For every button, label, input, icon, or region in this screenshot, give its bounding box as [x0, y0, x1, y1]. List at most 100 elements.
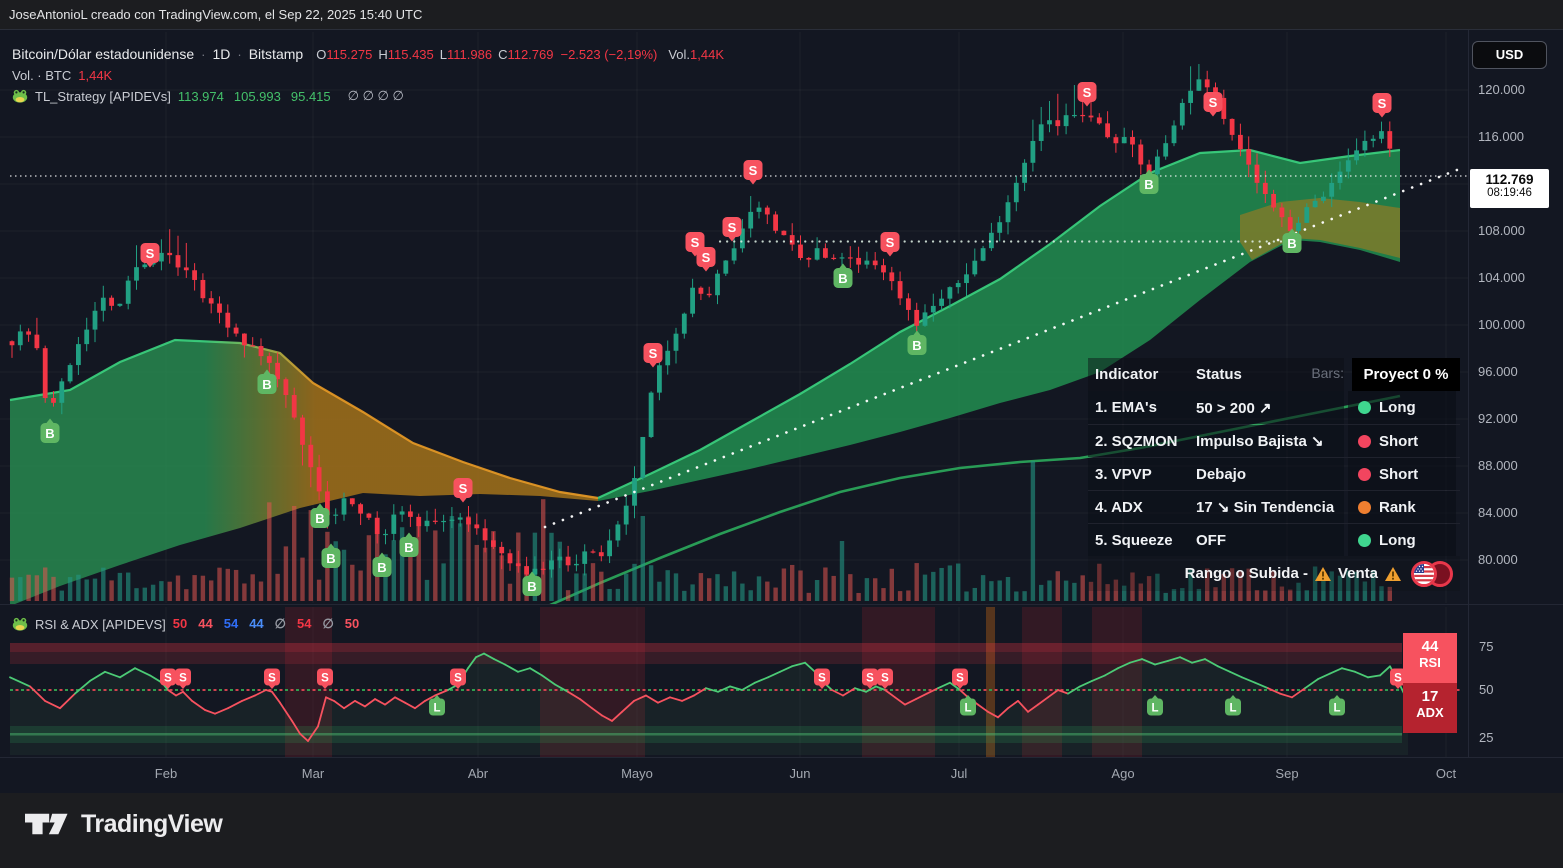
svg-text:S: S — [886, 235, 895, 250]
indicator-row: 5. Squeeze OFF Long — [1088, 523, 1460, 556]
sell-marker: S — [880, 232, 900, 257]
indicator-signal: Long — [1348, 391, 1456, 424]
indicator-row: 2. SQZMON Impulso Bajista ↘ Short — [1088, 424, 1460, 457]
svg-text:B: B — [315, 511, 324, 526]
symbol-legend-row[interactable]: Bitcoin/Dólar estadounidense · 1D · Bits… — [12, 46, 724, 62]
price-tick-84.000: 84.000 — [1478, 505, 1518, 520]
svg-text:L: L — [433, 703, 440, 715]
volume-legend-row[interactable]: Vol. · BTC 1,44K — [12, 68, 112, 83]
rsi-sell-marker: S — [877, 668, 893, 689]
tradingview-logo-text: TradingView — [81, 809, 223, 838]
svg-text:S: S — [1083, 85, 1092, 100]
strategy-legend-row[interactable]: TL_Strategy [APIDEVs] 113.974 105.993 95.4… — [12, 88, 404, 104]
indicator-row: 1. EMA's 50 > 200 ↗ Long — [1088, 391, 1460, 424]
svg-text:L: L — [964, 703, 971, 715]
svg-text:S: S — [649, 346, 658, 361]
rsi-sell-marker: S — [160, 668, 176, 689]
buy-marker: B — [321, 543, 341, 568]
price-tick-80.000: 80.000 — [1478, 552, 1518, 567]
rsi-long-marker: L — [429, 695, 445, 716]
month-label-Ago: Ago — [1111, 766, 1135, 781]
rsi-long-marker: L — [960, 695, 976, 716]
sell-marker: S — [722, 217, 742, 242]
rsi-long-marker: L — [1329, 695, 1345, 716]
rsi-value: 50 — [344, 616, 360, 631]
ohlc-l: L111.986 — [439, 46, 493, 62]
svg-text:S: S — [321, 673, 329, 685]
signal-dot — [1358, 434, 1371, 448]
indicator-status: Impulso Bajista ↘ — [1188, 425, 1344, 457]
badge-adx: 17 ADX — [1403, 683, 1457, 733]
svg-text:S: S — [164, 673, 172, 685]
svg-text:B: B — [45, 426, 54, 441]
strategy-value: 95.415 — [290, 88, 331, 104]
sell-marker: S — [1203, 92, 1223, 117]
indicator-status: Debajo — [1188, 458, 1344, 490]
buy-marker: B — [1282, 228, 1302, 253]
price-tick-96.000: 96.000 — [1478, 364, 1518, 379]
frog-icon — [12, 89, 28, 103]
svg-text:B: B — [912, 338, 921, 353]
sell-marker: S — [140, 243, 160, 268]
tradingview-logo[interactable]: TradingView — [25, 809, 223, 839]
strategy-empty-values: ∅ ∅ ∅ ∅ — [347, 88, 404, 103]
rsi-legend-row[interactable]: RSI & ADX [APIDEVS] 50 44 54 44 ∅ 54 ∅ 50 — [12, 616, 370, 632]
svg-text:S: S — [179, 673, 187, 685]
indicator-row: 4. ADX 17 ↘ Sin Tendencia Rank — [1088, 490, 1460, 523]
month-label-Oct: Oct — [1435, 766, 1457, 781]
ohlc-values: O115.275 H115.435 L111.986 C112.769 — [310, 47, 553, 62]
month-label-Sep: Sep — [1275, 766, 1299, 781]
svg-text:S: S — [454, 673, 462, 685]
ohlc-c: C112.769 — [498, 46, 554, 62]
sell-marker: S — [643, 343, 663, 368]
us-flag-icon — [1408, 560, 1456, 588]
volume-value: 1,44K — [78, 68, 113, 83]
indicator-name: 5. Squeeze — [1088, 524, 1188, 556]
svg-text:S: S — [702, 250, 711, 265]
svg-text:S: S — [749, 163, 758, 178]
rsi-value: ∅ — [322, 616, 334, 631]
svg-text:B: B — [1287, 236, 1296, 251]
buy-marker: B — [372, 552, 392, 577]
header-proyect: Proyect 0 % — [1352, 358, 1460, 391]
current-price-label: 112.769 08:19:46 — [1470, 169, 1549, 208]
buy-marker: B — [399, 532, 419, 557]
svg-text:B: B — [527, 579, 536, 594]
indicator-signal: Short — [1348, 425, 1456, 457]
indicator-signal: Long — [1348, 524, 1456, 556]
buy-marker: B — [40, 418, 60, 443]
vol-label: Vol. — [668, 46, 691, 62]
venta-text: Venta — [1337, 565, 1378, 582]
indicator-signal: Rank — [1348, 491, 1456, 523]
indicator-signal: Short — [1348, 458, 1456, 490]
signal-dot — [1358, 401, 1371, 414]
pane-separator-axis[interactable] — [0, 757, 1563, 758]
ohlc-h: H115.435 — [378, 46, 434, 62]
rsi-long-marker: L — [1225, 695, 1241, 716]
attribution-text: JoseAntonioL creado con TradingView.com,… — [9, 7, 423, 22]
svg-text:B: B — [326, 551, 335, 566]
badge-rsi: 44 RSI — [1403, 633, 1457, 683]
pane-separator[interactable] — [0, 604, 1563, 605]
rsi-sell-marker: S — [450, 668, 466, 689]
rsi-value: 44 — [249, 616, 264, 631]
svg-text:B: B — [1144, 177, 1153, 192]
buy-marker: B — [522, 571, 542, 596]
svg-text:S: S — [1209, 95, 1218, 110]
rsi-value: 50 — [172, 616, 188, 631]
svg-text:L: L — [1151, 703, 1158, 715]
rsi-tick-50: 50 — [1479, 682, 1494, 697]
month-label-Mar: Mar — [301, 766, 325, 781]
rsi-sell-marker: S — [175, 668, 191, 689]
currency-usd-button[interactable]: USD — [1472, 41, 1547, 69]
buy-marker: B — [833, 263, 853, 288]
footer-bar: TradingView — [0, 793, 1563, 868]
rsi-adx-pane[interactable]: S S S S S S S S S SL L L L L — [0, 604, 1468, 757]
volume-label: Vol. · BTC — [12, 68, 72, 83]
signal-dot — [1358, 467, 1371, 481]
svg-text:L: L — [1333, 703, 1340, 715]
indicator-status-table: Bars: Indicator Status Proyect 0 % 1. EM… — [1088, 358, 1460, 591]
svg-text:S: S — [146, 246, 155, 261]
